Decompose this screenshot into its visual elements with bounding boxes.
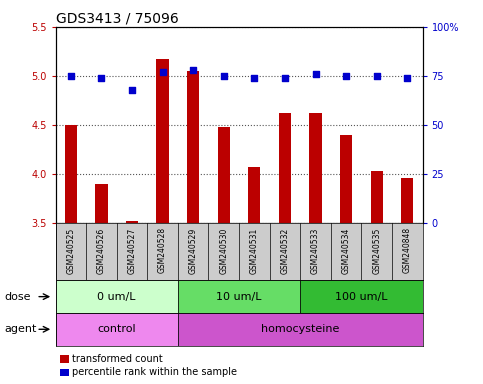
Bar (218, 127, 230, 223)
Text: GSM240534: GSM240534 (341, 227, 351, 274)
Text: control: control (98, 324, 136, 334)
Bar (56, 280, 178, 313)
Point (189, 67, 197, 73)
Bar (56, 313, 178, 346)
Text: GSM240532: GSM240532 (281, 227, 289, 273)
Bar (95, 184, 108, 223)
Bar (156, 59, 169, 223)
Bar (65, 125, 77, 223)
Point (373, 73, 381, 79)
Point (312, 71, 319, 77)
Bar (279, 113, 291, 223)
Point (342, 73, 350, 79)
Bar (401, 178, 413, 223)
Bar (187, 71, 199, 223)
Text: GSM240848: GSM240848 (403, 227, 412, 273)
Text: GSM240530: GSM240530 (219, 227, 228, 274)
Point (403, 75, 411, 81)
Point (281, 75, 289, 81)
Point (128, 86, 136, 93)
Text: GSM240535: GSM240535 (372, 227, 381, 274)
Point (67, 73, 75, 79)
Point (251, 75, 258, 81)
Bar (370, 171, 383, 223)
Point (98, 75, 105, 81)
Bar (248, 167, 260, 223)
Text: transformed count: transformed count (72, 354, 163, 364)
Text: GSM240531: GSM240531 (250, 227, 259, 273)
Point (159, 69, 167, 75)
Text: 10 um/L: 10 um/L (216, 291, 262, 302)
Text: GSM240529: GSM240529 (189, 227, 198, 273)
Text: GSM240533: GSM240533 (311, 227, 320, 274)
Text: 100 um/L: 100 um/L (335, 291, 388, 302)
Text: GSM240528: GSM240528 (158, 227, 167, 273)
Bar (300, 280, 423, 313)
Bar (178, 280, 300, 313)
Bar (178, 313, 423, 346)
Text: GDS3413 / 75096: GDS3413 / 75096 (56, 12, 178, 26)
Bar (340, 134, 352, 223)
Point (220, 73, 227, 79)
Text: homocysteine: homocysteine (261, 324, 340, 334)
Bar (126, 221, 138, 223)
Text: GSM240527: GSM240527 (128, 227, 137, 273)
Text: 0 um/L: 0 um/L (98, 291, 136, 302)
Text: dose: dose (5, 291, 31, 302)
Text: GSM240526: GSM240526 (97, 227, 106, 273)
Text: GSM240525: GSM240525 (66, 227, 75, 273)
Bar (310, 113, 322, 223)
Text: percentile rank within the sample: percentile rank within the sample (72, 367, 238, 377)
Text: agent: agent (5, 324, 37, 334)
